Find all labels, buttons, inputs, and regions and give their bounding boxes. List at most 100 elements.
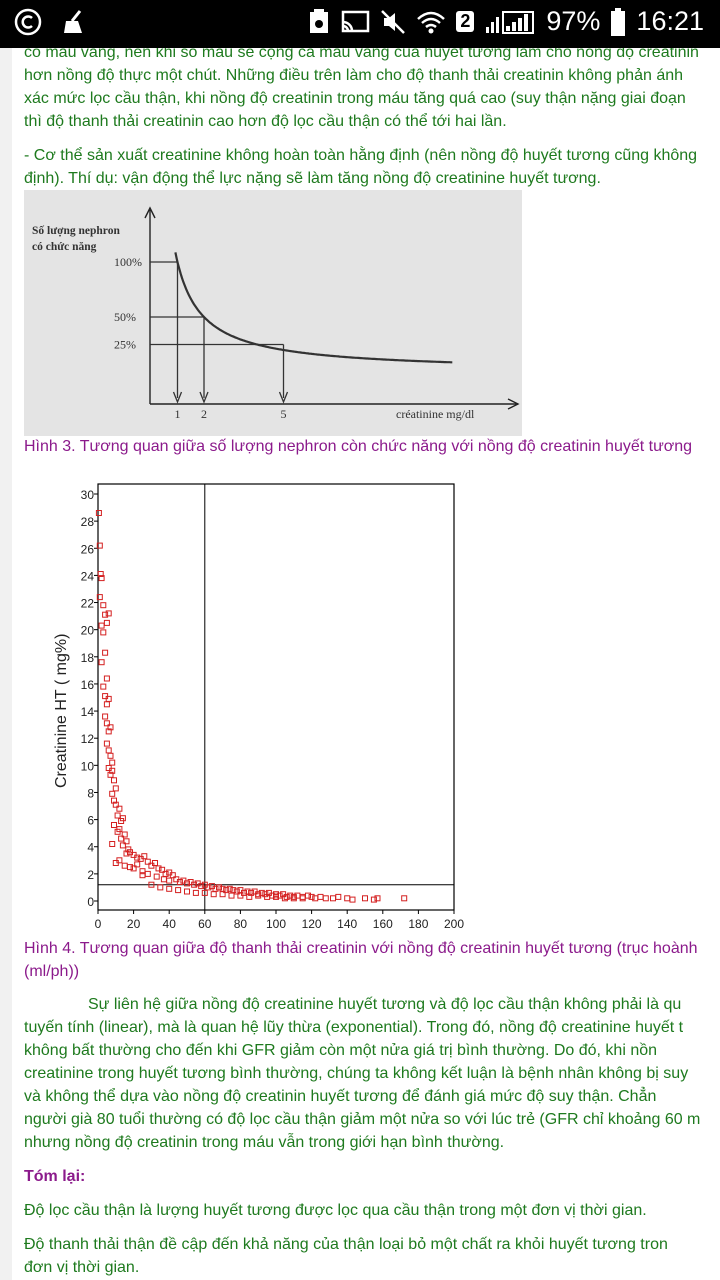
battery-percent: 97% — [546, 6, 601, 36]
data-point — [100, 629, 107, 636]
data-point — [112, 801, 119, 808]
y-axis-label: Creatinine HT ( mg%) — [53, 634, 70, 788]
x-tick-label: 120 — [302, 917, 322, 931]
article-content[interactable]: có màu vàng, nên khi so màu sẽ cộng cả m… — [0, 48, 720, 1280]
data-point — [157, 884, 164, 891]
arrow-down — [278, 391, 289, 404]
y-tick-label: 24 — [81, 569, 95, 583]
figure-4-scatter-chart: 0 20 40 60 80 100 120 140 160 180 200 0 2 4 6 8 10 12 14 16… — [24, 470, 488, 936]
data-point — [210, 891, 217, 898]
data-point — [255, 892, 262, 899]
data-point — [103, 619, 110, 626]
nephron-curve-line — [174, 252, 453, 364]
data-point — [226, 885, 233, 892]
data-point — [123, 850, 130, 857]
data-point — [98, 622, 105, 629]
data-point — [114, 812, 121, 819]
x-tick-label: 1 — [175, 407, 181, 421]
summary-heading: Tóm lại: — [24, 1168, 86, 1185]
y-tick-label: 2 — [87, 868, 94, 882]
data-point — [244, 888, 251, 895]
status-bar: 2 97% 16:21 — [0, 0, 720, 48]
c-icon — [14, 8, 42, 36]
data-point — [134, 854, 141, 861]
data-point — [216, 884, 222, 891]
data-point — [169, 872, 176, 879]
y-tick-label: 22 — [81, 597, 95, 611]
data-point — [98, 659, 105, 666]
data-point — [273, 893, 279, 900]
x-tick-label: 180 — [408, 917, 428, 931]
data-point — [374, 895, 381, 902]
data-point — [198, 883, 205, 890]
data-point — [144, 858, 151, 865]
x-tick-label: 160 — [373, 917, 393, 931]
text-line: tuyến tính (linear), mà là quan hệ lũy t… — [24, 1019, 684, 1036]
y-tick-label: 50% — [114, 310, 136, 324]
data-point — [105, 695, 112, 702]
text-line: người già 80 tuổi thường có độ lọc cầu t… — [24, 1111, 701, 1128]
data-point — [184, 880, 190, 887]
x-tick-label: 200 — [444, 917, 464, 931]
data-point — [305, 892, 311, 899]
data-point — [102, 611, 109, 618]
y-tick-label: 26 — [81, 542, 95, 556]
text-line: Sự liên hệ giữa nồng độ creatinine huyết… — [88, 996, 682, 1013]
data-point — [105, 747, 112, 754]
y-tick-label: 8 — [87, 786, 94, 800]
text-line: định). Thí dụ: vận động thể lực nặng sẽ … — [24, 170, 601, 187]
x-axis-arrow — [507, 398, 520, 410]
y-tick-label: 100% — [114, 255, 142, 269]
data-point — [175, 887, 182, 894]
y-axis-arrow — [144, 206, 156, 219]
data-point — [107, 724, 114, 731]
y-tick-label: 18 — [81, 651, 95, 665]
data-point — [111, 777, 117, 784]
data-point — [105, 610, 112, 617]
data-point — [130, 865, 137, 872]
data-point — [317, 893, 324, 900]
y-tick-label: 14 — [81, 705, 95, 719]
x-tick-label: 5 — [281, 407, 287, 421]
text-line: Độ thanh thải thận đề cập đến khả năng c… — [24, 1236, 668, 1253]
data-point — [148, 881, 155, 888]
data-point — [102, 713, 109, 720]
data-point — [103, 740, 110, 747]
cleaner-broom-icon — [64, 10, 82, 33]
data-point — [248, 889, 255, 896]
data-point — [105, 728, 112, 735]
data-point — [111, 797, 117, 804]
wifi-icon — [417, 11, 446, 33]
data-point — [219, 891, 226, 898]
x-tick-label: 60 — [198, 917, 212, 931]
x-tick-label: 40 — [163, 917, 177, 931]
cast-icon — [342, 10, 370, 32]
data-point — [155, 865, 162, 872]
data-point — [116, 805, 123, 812]
summary-gfr-definition: Độ lọc cầu thận là lượng huyết tương đượ… — [24, 1202, 647, 1219]
data-point — [98, 575, 105, 582]
data-point — [308, 893, 315, 900]
data-point — [141, 853, 148, 860]
x-tick-label: 2 — [201, 407, 207, 421]
y-tick-label: 0 — [87, 895, 94, 909]
y-tick-label: 12 — [81, 732, 95, 746]
data-point — [95, 510, 102, 516]
data-point — [176, 879, 183, 885]
data-point — [152, 860, 158, 866]
data-point — [103, 701, 110, 708]
x-tick-label: 140 — [337, 917, 357, 931]
data-point — [281, 895, 288, 902]
text-line: xác mức lọc cầu thận, khi nồng độ creati… — [24, 90, 686, 107]
data-point — [349, 896, 356, 903]
data-point — [362, 895, 368, 902]
text-line: không bất thường cho đến khi GFR giảm cò… — [24, 1042, 658, 1059]
arrow-down — [172, 391, 183, 404]
clock: 16:21 — [636, 6, 704, 36]
data-point — [153, 873, 160, 880]
figure-3-caption: Hình 3. Tương quan giữa số lượng nephron… — [24, 438, 693, 455]
signal-icon — [486, 10, 535, 34]
data-point — [312, 895, 319, 902]
data-point — [159, 866, 166, 873]
text-line: creatinine trong huyết tương bình thường… — [24, 1065, 689, 1082]
